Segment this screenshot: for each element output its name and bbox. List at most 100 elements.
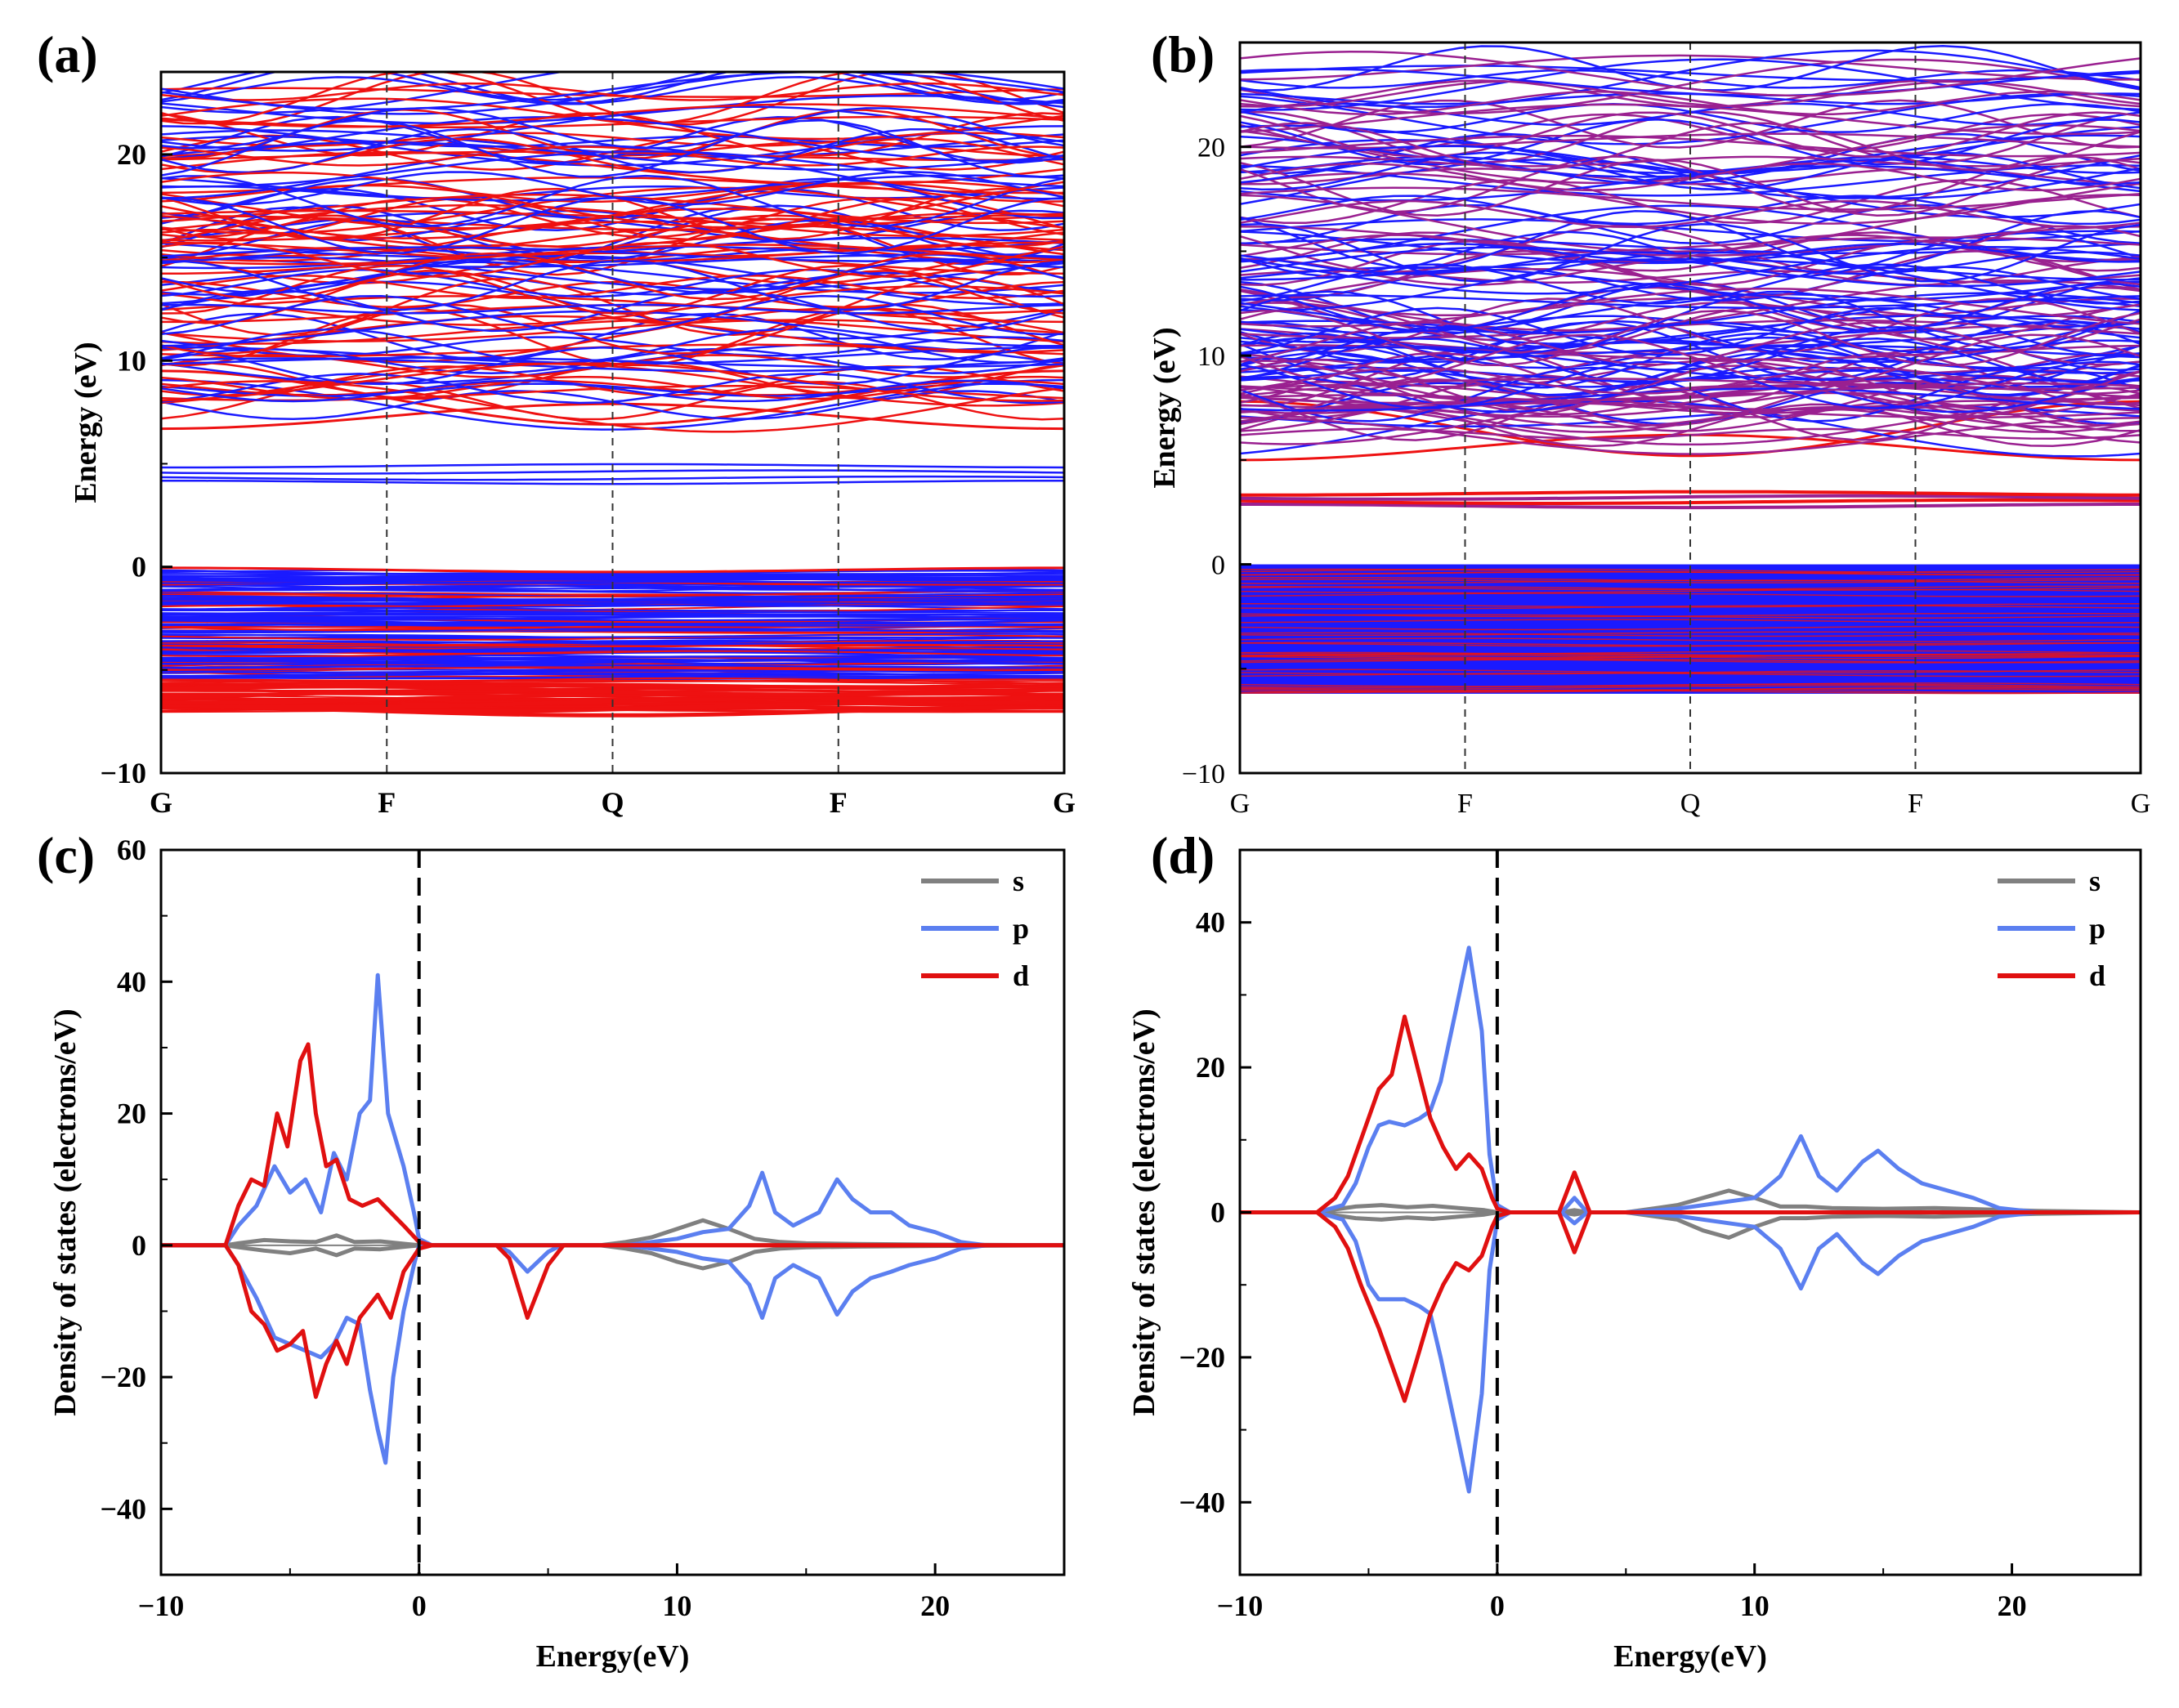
conduction-band-line: [1240, 319, 2141, 339]
conduction-band-line: [1240, 99, 2141, 149]
legend-label-p: p: [2089, 912, 2105, 945]
conduction-band-line: [1240, 282, 2141, 333]
y-tick-label: 0: [132, 1229, 146, 1262]
conduction-band-line: [1240, 242, 2141, 263]
conduction-band-line: [161, 97, 1064, 141]
x-tick-label: −10: [1217, 1590, 1264, 1622]
x-axis-title: Energy(eV): [1613, 1639, 1767, 1674]
plot-frame-c: [159, 848, 1066, 1576]
conduction-band-line: [1240, 69, 2141, 89]
conduction-band-line: [1240, 159, 2141, 218]
conduction-band-line: [1240, 405, 2141, 428]
x-axis-title: Energy(eV): [536, 1639, 690, 1674]
valence-band-line: [1240, 651, 2141, 657]
conduction-band-line: [161, 275, 1064, 299]
panel-label-c: (c): [37, 826, 95, 884]
kpoint-label: Q: [1680, 789, 1701, 819]
conduction-band-line: [1240, 222, 2141, 283]
valence-band-line: [161, 655, 1064, 661]
panel-label-a: (a): [37, 25, 98, 83]
y-axis-title: Energy (eV): [69, 342, 103, 503]
plot-area-b: [1240, 45, 2141, 695]
y-tick-label: 20: [117, 138, 146, 171]
y-tick-label: 40: [1196, 906, 1225, 939]
x-tick-label: 20: [920, 1590, 950, 1622]
conduction-band-line: [161, 119, 1064, 178]
y-tick-label: 0: [132, 551, 146, 583]
valence-band-line: [161, 617, 1064, 621]
legend: spd: [921, 865, 1029, 992]
plot-frame-a: [159, 70, 1066, 775]
conduction-band-line: [1240, 263, 2141, 305]
conduction-band-line: [161, 312, 1064, 361]
y-axis-title: Energy (eV): [1148, 327, 1182, 488]
y-tick-label: −20: [100, 1361, 146, 1393]
gap-band-line: [1240, 494, 2141, 501]
y-tick-label: 10: [117, 344, 146, 377]
conduction-band-line: [161, 380, 1064, 433]
y-tick-label: −40: [1179, 1486, 1225, 1518]
dos-curve-d-up: [1240, 1014, 2141, 1214]
legend-label-p: p: [1013, 912, 1029, 945]
conduction-band-line: [1240, 257, 2141, 281]
y-tick-label: 10: [1197, 342, 1225, 372]
y-tick-label: 60: [117, 834, 146, 866]
kpoint-label: G: [150, 786, 172, 819]
dos-curve-s-down: [161, 1243, 1064, 1271]
y-tick-label: 20: [1196, 1051, 1225, 1084]
plot-frame-b: [1238, 41, 2142, 775]
dos-curve-p-up: [1240, 946, 2141, 1214]
conduction-band-line: [1240, 306, 2141, 356]
dos-curve-p-down: [1240, 1210, 2141, 1494]
legend-label-s: s: [2089, 865, 2101, 897]
dos-curve-p-down: [161, 1243, 1064, 1465]
y-tick-label: 40: [117, 965, 146, 998]
kpoint-label: Q: [601, 786, 624, 819]
conduction-band-line: [161, 269, 1064, 324]
valence-band-line: [161, 643, 1064, 651]
conduction-band-line: [161, 82, 1064, 101]
valence-band-line: [161, 600, 1064, 607]
panel-label-d: (d): [1151, 826, 1215, 884]
conduction-band-line: [161, 357, 1064, 373]
x-tick-label: 0: [1490, 1590, 1505, 1622]
x-tick-label: 20: [1998, 1590, 2027, 1622]
conduction-band-line: [1240, 366, 2141, 395]
y-tick-label: 0: [1211, 551, 1225, 581]
kpoint-label: G: [1230, 789, 1251, 819]
x-tick-label: 10: [662, 1590, 691, 1622]
valence-band-line: [161, 628, 1064, 634]
conduction-band-line: [161, 181, 1064, 239]
conduction-band-line: [161, 303, 1064, 315]
y-axis-title: Density of states (electrons/eV): [1127, 1008, 1161, 1415]
valence-band-line: [1240, 614, 2141, 619]
conduction-band-line: [1240, 199, 2141, 229]
valence-band-line: [161, 604, 1064, 610]
kpoint-label: F: [378, 786, 396, 819]
kpoint-label: G: [2131, 789, 2151, 819]
conduction-band-line: [161, 72, 1064, 114]
kpoint-label: F: [830, 786, 848, 819]
kpoint-label: G: [1053, 786, 1076, 819]
conduction-band-line: [1240, 400, 2141, 458]
gap-band-line: [1240, 503, 2141, 510]
legend: spd: [1998, 865, 2105, 992]
y-axis-title: Density of states (electrons/eV): [48, 1008, 83, 1415]
valence-band-line: [1240, 652, 2141, 658]
conduction-band-line: [1240, 155, 2141, 168]
conduction-band-line: [1240, 309, 2141, 367]
conduction-band-line: [161, 214, 1064, 248]
valence-band-line: [161, 601, 1064, 605]
plot-area-c: [161, 972, 1064, 1465]
panel-d: −10 0 10 20 Energy(eV) spd −40 −20 0 20 40 Density …: [1127, 826, 2142, 1674]
y-tick-label: 20: [117, 1098, 146, 1130]
valence-band-line: [161, 640, 1064, 645]
valence-band-line: [161, 678, 1064, 682]
y-tick-label: 20: [1197, 133, 1225, 163]
legend-label-s: s: [1013, 865, 1024, 897]
panel-label-b: (b): [1151, 25, 1215, 83]
valence-band-line: [161, 667, 1064, 672]
plot-frame-d: [1238, 848, 2142, 1576]
